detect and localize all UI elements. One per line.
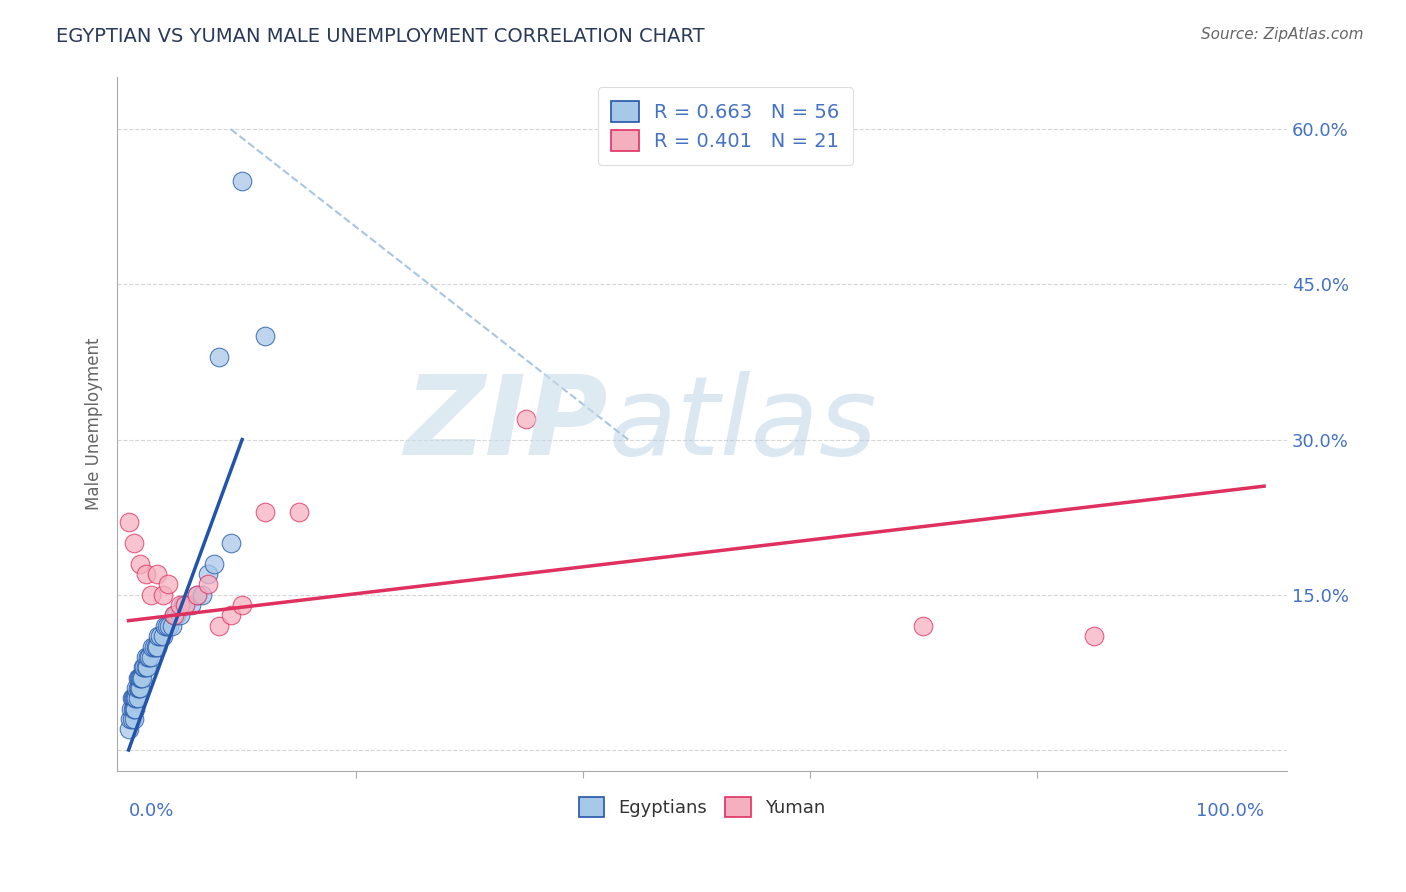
Point <box>253 329 276 343</box>
Point <box>117 516 139 530</box>
Point <box>125 681 148 695</box>
Point <box>159 619 181 633</box>
Text: EGYPTIAN VS YUMAN MALE UNEMPLOYMENT CORRELATION CHART: EGYPTIAN VS YUMAN MALE UNEMPLOYMENT CORR… <box>56 27 704 45</box>
Point <box>197 577 219 591</box>
Point <box>121 712 143 726</box>
Point <box>197 567 219 582</box>
Point <box>219 608 242 623</box>
Text: 0.0%: 0.0% <box>128 802 174 820</box>
Point <box>191 588 214 602</box>
Point <box>127 691 149 706</box>
Point <box>128 671 150 685</box>
Point <box>146 567 169 582</box>
Point <box>253 505 276 519</box>
Text: 100.0%: 100.0% <box>1197 802 1264 820</box>
Point <box>231 598 253 612</box>
Point <box>122 712 145 726</box>
Point <box>231 174 253 188</box>
Point <box>135 649 157 664</box>
Point <box>202 557 225 571</box>
Point <box>129 681 152 695</box>
Text: Source: ZipAtlas.com: Source: ZipAtlas.com <box>1201 27 1364 42</box>
Point <box>128 681 150 695</box>
Point <box>134 660 156 674</box>
Point <box>165 608 187 623</box>
Point <box>141 649 163 664</box>
Point <box>131 671 153 685</box>
Point <box>163 608 186 623</box>
Point <box>122 536 145 550</box>
Point <box>135 660 157 674</box>
Point <box>129 671 152 685</box>
Point <box>912 619 935 633</box>
Point <box>208 619 231 633</box>
Point <box>149 629 172 643</box>
Point <box>156 619 179 633</box>
Point <box>1083 629 1105 643</box>
Point <box>163 608 186 623</box>
Point <box>146 629 169 643</box>
Point <box>135 660 157 674</box>
Point <box>124 691 146 706</box>
Point <box>219 536 242 550</box>
Point <box>169 598 191 612</box>
Point <box>121 691 143 706</box>
Point <box>146 640 169 654</box>
Point <box>141 588 163 602</box>
Point <box>122 691 145 706</box>
Point <box>129 557 152 571</box>
Point <box>172 598 194 612</box>
Point <box>135 567 157 582</box>
Point <box>157 577 180 591</box>
Point <box>138 649 160 664</box>
Point <box>127 671 149 685</box>
Point <box>122 691 145 706</box>
Point <box>152 629 174 643</box>
Point <box>141 640 163 654</box>
Point <box>152 588 174 602</box>
Point <box>515 412 537 426</box>
Point <box>129 671 152 685</box>
Point <box>186 588 208 602</box>
Point <box>169 608 191 623</box>
Point <box>136 649 159 664</box>
Point <box>122 701 145 715</box>
Text: atlas: atlas <box>609 370 877 477</box>
Point <box>174 598 197 612</box>
Point <box>145 640 167 654</box>
Point <box>117 723 139 737</box>
Point <box>142 640 165 654</box>
Point <box>174 598 197 612</box>
Point <box>122 701 145 715</box>
Point <box>186 588 208 602</box>
Point <box>120 701 142 715</box>
Point <box>132 660 155 674</box>
Point <box>153 619 176 633</box>
Point <box>180 598 202 612</box>
Text: ZIP: ZIP <box>405 370 609 477</box>
Y-axis label: Male Unemployment: Male Unemployment <box>86 338 103 510</box>
Point <box>160 619 183 633</box>
Point <box>127 681 149 695</box>
Point <box>124 701 146 715</box>
Point <box>288 505 311 519</box>
Point <box>125 691 148 706</box>
Point <box>208 350 231 364</box>
Point <box>118 712 141 726</box>
Legend: Egyptians, Yuman: Egyptians, Yuman <box>572 789 832 824</box>
